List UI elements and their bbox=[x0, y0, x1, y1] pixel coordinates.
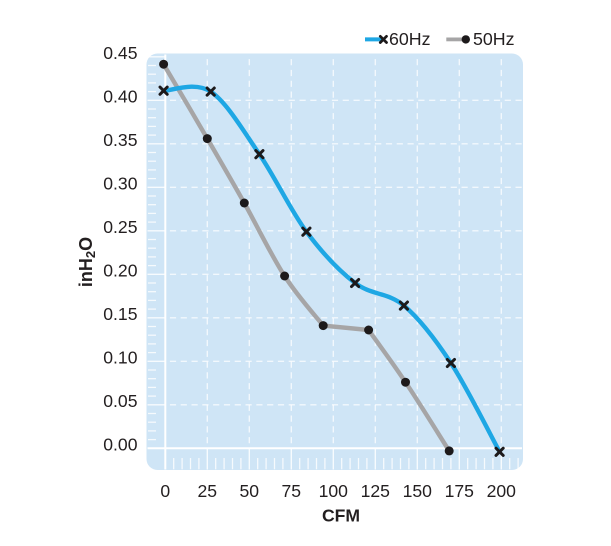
svg-text:50Hz: 50Hz bbox=[473, 29, 515, 49]
svg-text:50: 50 bbox=[240, 481, 260, 501]
svg-text:200: 200 bbox=[487, 481, 517, 501]
svg-text:0.15: 0.15 bbox=[103, 304, 137, 324]
svg-text:0.25: 0.25 bbox=[103, 217, 137, 237]
svg-text:125: 125 bbox=[361, 481, 391, 501]
svg-text:60Hz: 60Hz bbox=[389, 29, 431, 49]
svg-text:0.05: 0.05 bbox=[103, 391, 137, 411]
svg-text:0.45: 0.45 bbox=[103, 43, 137, 63]
svg-text:0.40: 0.40 bbox=[103, 87, 137, 107]
svg-text:0.00: 0.00 bbox=[103, 435, 137, 455]
svg-text:0.10: 0.10 bbox=[103, 348, 137, 368]
svg-text:0.35: 0.35 bbox=[103, 130, 137, 150]
svg-text:0.20: 0.20 bbox=[103, 261, 137, 281]
svg-text:0: 0 bbox=[160, 481, 170, 501]
svg-text:75: 75 bbox=[282, 481, 302, 501]
svg-text:175: 175 bbox=[445, 481, 475, 501]
svg-text:inH2O: inH2O bbox=[76, 237, 98, 287]
svg-text:150: 150 bbox=[403, 481, 433, 501]
svg-text:CFM: CFM bbox=[322, 505, 360, 525]
svg-text:0.30: 0.30 bbox=[103, 174, 137, 194]
svg-text:100: 100 bbox=[319, 481, 349, 501]
svg-text:25: 25 bbox=[198, 481, 218, 501]
